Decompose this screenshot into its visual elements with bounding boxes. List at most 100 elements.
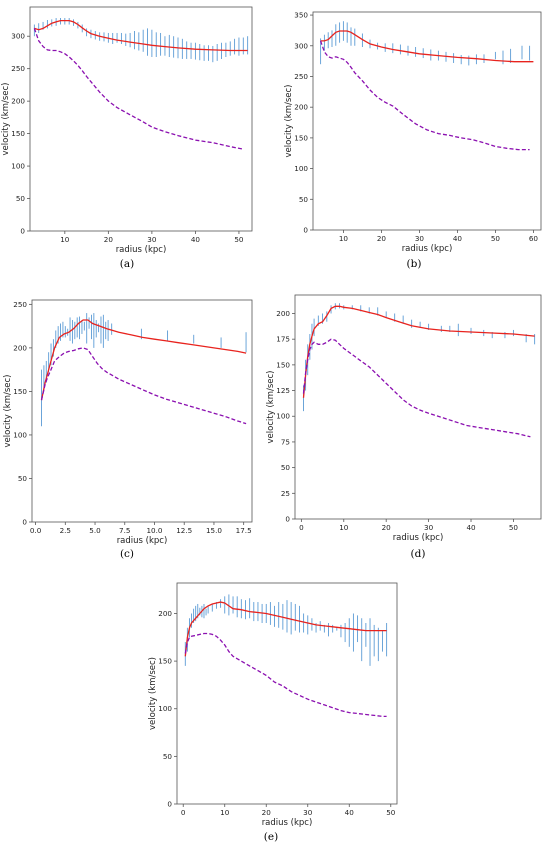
- panel-d-frame: [294, 294, 542, 520]
- panel-e-xtick-label: 30: [303, 808, 313, 817]
- panel-d-caption: (d): [410, 548, 426, 560]
- panel-c-xtick-label: 15.0: [206, 526, 222, 535]
- panel-a-xtick-label: 10: [60, 235, 70, 244]
- panel-d-xtick-label: 50: [509, 523, 519, 532]
- panel-a-xtick-label: 40: [191, 235, 201, 244]
- panel-e-xtick-label: 40: [345, 808, 355, 817]
- panel-b-ytick-label: 300: [294, 41, 308, 50]
- panel-b-ytick-label: 150: [294, 133, 308, 142]
- panel-b-ylabel: velocity (km/sec): [284, 85, 294, 158]
- panel-e-ylabel: velocity (km/sec): [148, 657, 158, 730]
- panel-b-xtick-label: 60: [529, 234, 539, 243]
- panel-c-chart: 0.0 2.5 5.0 7.5 10.0 12.5 15.0 17.5 0 50 100 150 200…: [3, 299, 253, 546]
- panel-b-xlabel: radius (kpc): [402, 244, 453, 254]
- panel-d-ytick-label: 200: [276, 309, 290, 318]
- panel-d-xtick-label: 30: [424, 523, 434, 532]
- panel-e-xtick-label: 10: [220, 808, 230, 817]
- panel-d-xtick-label: 20: [382, 523, 392, 532]
- panel-e-ytick-label: 200: [158, 609, 172, 618]
- panel-c-ylabel: velocity (km/sec): [3, 375, 13, 448]
- panel-a-ytick-label: 300: [11, 32, 25, 41]
- panel-e-xtick-label: 50: [386, 808, 396, 817]
- panel-a-xtick-label: 50: [234, 235, 244, 244]
- panel-b-ytick-label: 0: [303, 226, 308, 235]
- panel-e-baryon-curve: [184, 632, 387, 718]
- panel-a-xtick-label: 20: [104, 235, 114, 244]
- panel-b-xtick-label: 30: [415, 234, 425, 243]
- panel-c-ytick-label: 250: [13, 300, 27, 309]
- panel-b-xtick-label: 20: [377, 234, 387, 243]
- panel-d-ytick-label: 75: [281, 437, 290, 446]
- panel-b-ytick-label: 50: [299, 195, 309, 204]
- panel-c-xtick-label: 17.5: [236, 526, 252, 535]
- panel-e-xtick-label: 0: [181, 808, 186, 817]
- panel-d-ytick-label: 50: [281, 463, 291, 472]
- panel-d-xlabel: radius (kpc): [393, 533, 444, 543]
- panel-d-ytick-label: 150: [276, 360, 290, 369]
- panel-e-ytick-label: 100: [158, 704, 172, 713]
- panel-d-baryon-curve: [302, 338, 531, 438]
- panel-a-model-curve: [34, 19, 248, 52]
- panel-c-ytick-label: 200: [13, 343, 27, 352]
- panel-e-ytick-label: 150: [158, 657, 172, 666]
- panel-c-xtick-label: 0.0: [30, 526, 42, 535]
- panel-e-frame: [176, 582, 398, 805]
- panel-b-frame: [312, 11, 542, 231]
- panel-a-caption: (a): [119, 258, 135, 270]
- panel-b-caption: (b): [406, 258, 422, 270]
- panel-c-xlabel: radius (kpc): [117, 536, 168, 546]
- panel-d-ytick-label: 25: [281, 489, 290, 498]
- panel-c-xtick-label: 12.5: [176, 526, 192, 535]
- panel-c-model-curve: [40, 319, 247, 401]
- panel-b-ytick-label: 200: [294, 103, 308, 112]
- panel-c-ytick-label: 0: [22, 518, 27, 527]
- panel-b-ytick-label: 350: [294, 11, 308, 20]
- panel-e-xtick-label: 20: [262, 808, 272, 817]
- panel-b-xtick-label: 50: [491, 234, 501, 243]
- panel-b-model-curve: [320, 30, 534, 63]
- panel-a-chart: 10 20 30 40 50 0 50 100 150 200 250 300 radius (kpc)…: [1, 6, 253, 255]
- panel-d-ylabel: velocity (km/sec): [266, 371, 276, 444]
- panel-d-xtick-label: 40: [466, 523, 476, 532]
- panel-b-chart: 10 20 30 40 50 60 0 50 100 150 200 250 300 350 radius …: [284, 11, 542, 254]
- panel-e-ytick-label: 0: [167, 800, 172, 809]
- panel-a-ytick-label: 0: [20, 227, 25, 236]
- panel-a-ytick-label: 100: [11, 162, 25, 171]
- panel-c-xtick-label: 7.5: [119, 526, 130, 535]
- panel-c-caption: (c): [119, 548, 135, 560]
- panel-e-caption: (e): [263, 831, 279, 843]
- panel-b-ytick-label: 100: [294, 164, 308, 173]
- panel-a-ytick-label: 200: [11, 97, 25, 106]
- panel-d-model-curve: [302, 305, 535, 398]
- panel-a-ytick-label: 150: [11, 129, 25, 138]
- panel-a-xtick-label: 30: [147, 235, 157, 244]
- panel-e-xlabel: radius (kpc): [262, 818, 313, 828]
- panel-d-ytick-label: 125: [276, 386, 290, 395]
- panel-d-ytick-label: 175: [276, 335, 290, 344]
- panel-a-ytick-label: 50: [16, 194, 26, 203]
- panel-c-baryon-curve: [40, 347, 247, 425]
- panel-d-ytick-label: 100: [276, 412, 290, 421]
- panel-d-xtick-label: 10: [339, 523, 349, 532]
- panel-a-xlabel: radius (kpc): [116, 245, 167, 255]
- panel-b-baryon-curve: [319, 40, 530, 151]
- panel-c-xtick-label: 5.0: [89, 526, 101, 535]
- panel-c-xtick-label: 2.5: [60, 526, 71, 535]
- panel-c-frame: [31, 299, 253, 523]
- panel-e-model-curve: [184, 601, 387, 657]
- panel-a-frame: [29, 6, 253, 232]
- panel-a-ytick-label: 250: [11, 64, 25, 73]
- panel-d-chart: 0 10 20 30 40 50 0 25 50 75 100 125 150 175 200 radius …: [266, 294, 542, 543]
- panel-a-ylabel: velocity (km/sec): [1, 83, 11, 156]
- panel-e-ytick-label: 50: [163, 752, 173, 761]
- panel-e-chart: 0 10 20 30 40 50 0 50 100 150 200 radius (kpc) veloc…: [148, 582, 398, 828]
- panel-c-ytick-label: 50: [18, 474, 28, 483]
- panel-c-ytick-label: 100: [13, 430, 27, 439]
- panel-b-ytick-label: 250: [294, 72, 308, 81]
- panel-d-ytick-label: 0: [285, 515, 290, 524]
- panel-b-xtick-label: 40: [453, 234, 463, 243]
- panel-b-xtick-label: 10: [339, 234, 349, 243]
- panel-c-xtick-label: 10.0: [146, 526, 162, 535]
- panel-d-xtick-label: 0: [299, 523, 304, 532]
- panel-a-baryon-curve: [33, 28, 244, 150]
